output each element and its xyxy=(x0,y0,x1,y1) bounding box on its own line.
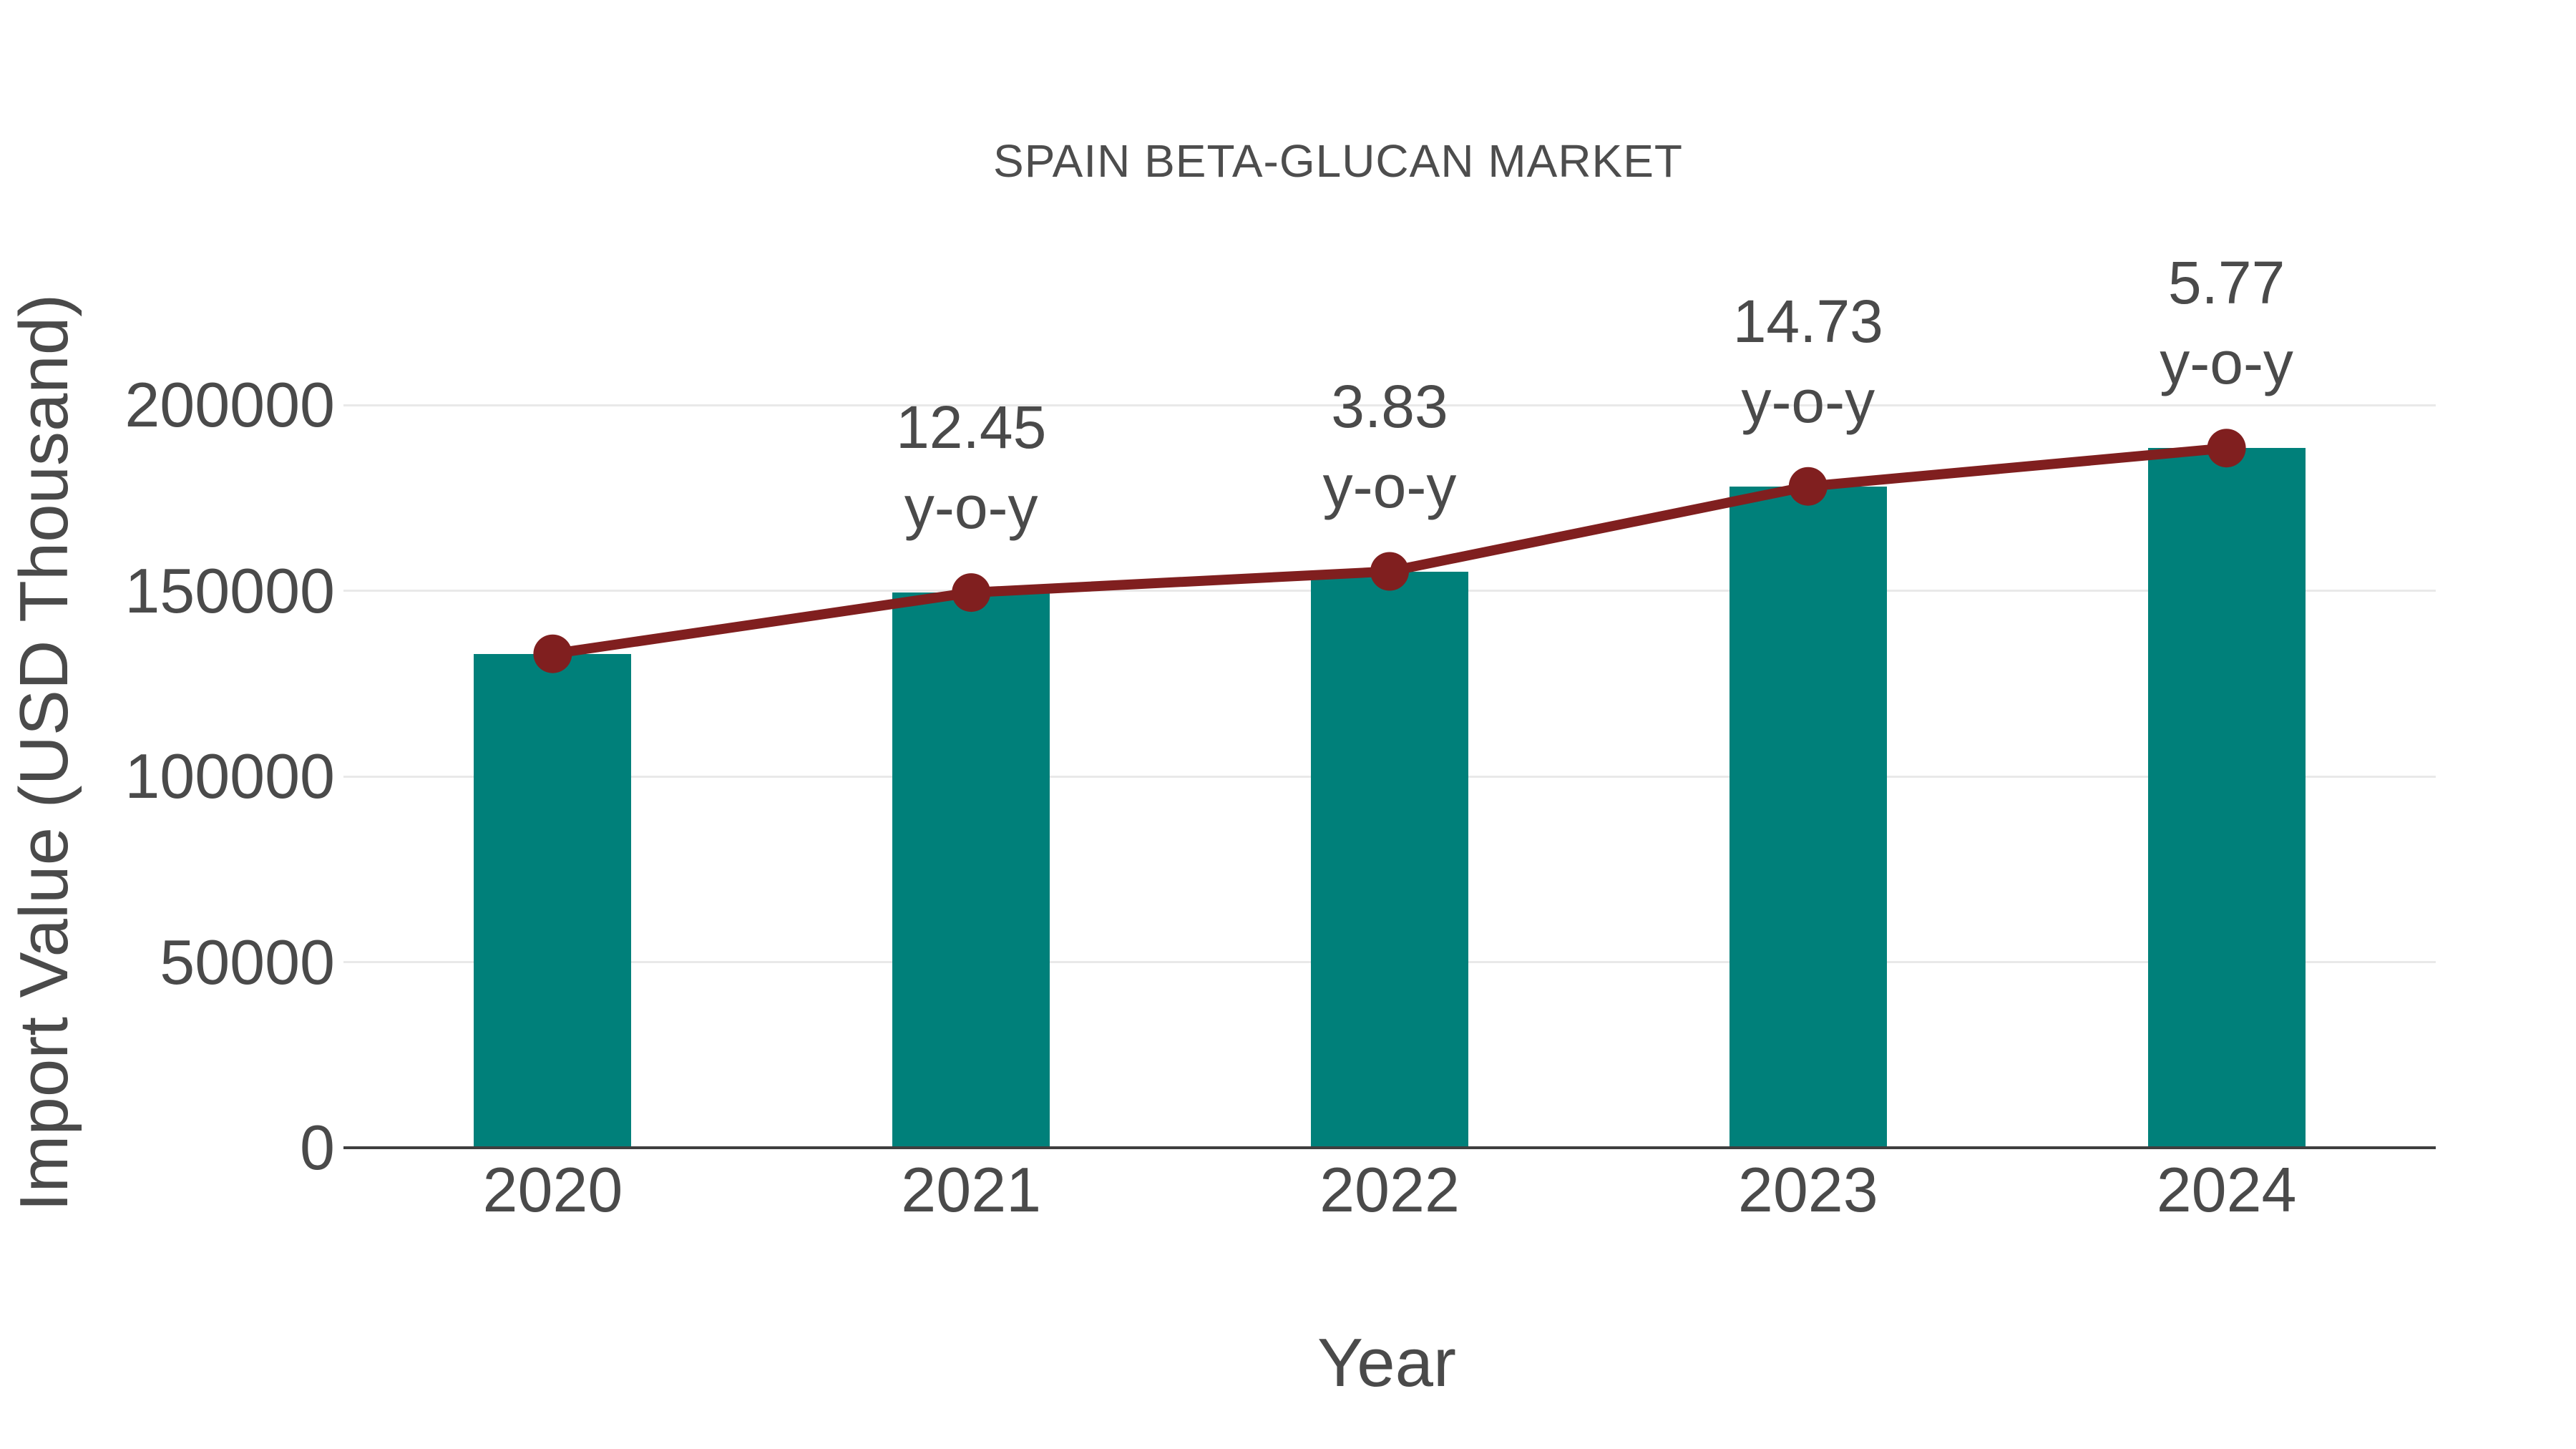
annotation-value-2022: 3.83 xyxy=(1331,372,1448,440)
y-tick-label-0: 0 xyxy=(300,1112,335,1183)
line-series xyxy=(533,429,2246,673)
plot-area xyxy=(343,404,2436,1149)
annotation-value-2024: 5.77 xyxy=(2167,249,2285,317)
bar-2020[interactable] xyxy=(474,653,632,1148)
bar-2021[interactable] xyxy=(892,592,1050,1148)
bar-2024[interactable] xyxy=(2147,448,2306,1148)
line-marker-2020[interactable] xyxy=(533,634,572,673)
x-tick-label-2023: 2023 xyxy=(1737,1154,1878,1225)
x-tick-label-2020: 2020 xyxy=(482,1154,623,1225)
x-tick-label-2024: 2024 xyxy=(2156,1154,2297,1225)
bar-2022[interactable] xyxy=(1311,571,1468,1148)
bar-2023[interactable] xyxy=(1729,486,1887,1148)
y-axis-title: Import Value (USD Thousand) xyxy=(6,293,82,1212)
x-tick-label-2021: 2021 xyxy=(901,1154,1042,1225)
chart-title: SPAIN BETA-GLUCAN MARKET xyxy=(993,135,1683,187)
annotation-suffix-2023: y-o-y xyxy=(1741,367,1875,435)
line-marker-2021[interactable] xyxy=(952,573,991,613)
annotation-value-2021: 12.45 xyxy=(896,394,1047,462)
annotation-2023: 14.73 y-o-y xyxy=(1733,281,1883,441)
y-tick-label-50000: 50000 xyxy=(160,926,335,997)
annotation-suffix-2024: y-o-y xyxy=(2160,329,2293,397)
annotation-value-2023: 14.73 xyxy=(1732,287,1883,355)
x-tick-label-2022: 2022 xyxy=(1319,1154,1460,1225)
y-tick-label-200000: 200000 xyxy=(125,369,335,440)
gridline-200000 xyxy=(343,404,2436,406)
y-tick-label-150000: 150000 xyxy=(125,555,335,626)
x-axis-line xyxy=(343,1146,2436,1149)
x-axis-title: Year xyxy=(1317,1324,1456,1401)
annotation-suffix-2021: y-o-y xyxy=(904,474,1038,542)
y-tick-label-100000: 100000 xyxy=(125,741,335,811)
annotation-2022: 3.83 y-o-y xyxy=(1323,366,1457,527)
annotation-2024: 5.77 y-o-y xyxy=(2160,243,2293,403)
line-marker-2022[interactable] xyxy=(1370,552,1409,591)
line-marker-2023[interactable] xyxy=(1788,467,1828,506)
annotation-suffix-2022: y-o-y xyxy=(1322,452,1457,520)
annotation-2021: 12.45 y-o-y xyxy=(896,387,1046,547)
line-marker-2024[interactable] xyxy=(2207,429,2246,468)
